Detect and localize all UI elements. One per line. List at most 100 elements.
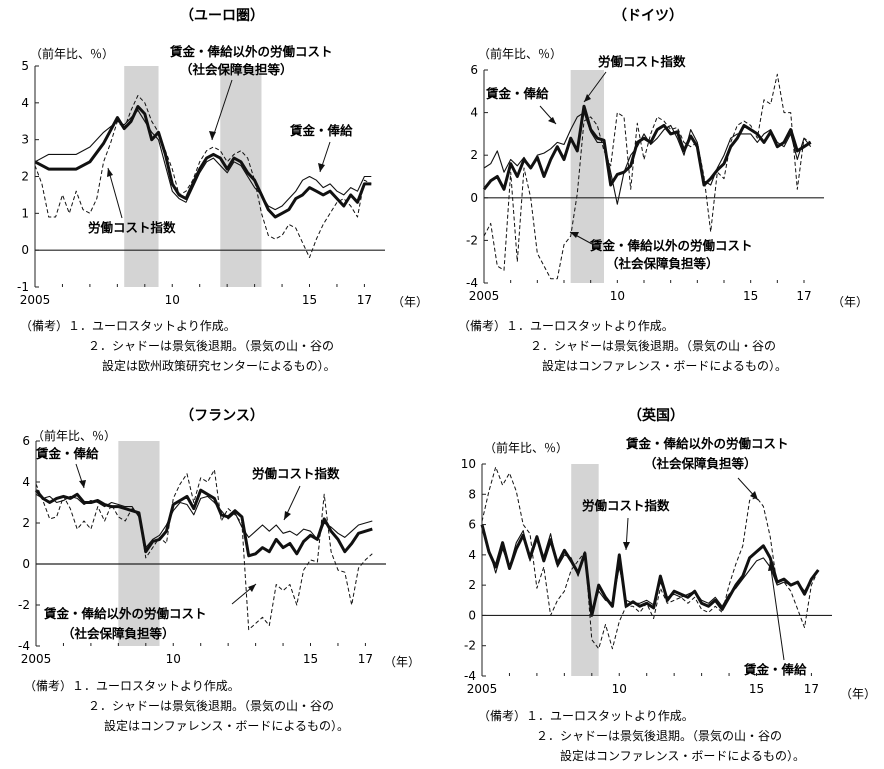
chart-title: （ドイツ） xyxy=(613,8,683,24)
y-tick-label: 10 xyxy=(461,457,476,471)
series-line-other-costs xyxy=(483,73,811,280)
annotation-other-costs-sub: （社会保障負担等） xyxy=(644,456,757,471)
annotation-other-costs-sub: （社会保障負担等） xyxy=(180,62,293,77)
series-line-wages xyxy=(483,112,812,205)
note-line-1: （備考）１．ユーロスタットより作成。 xyxy=(20,318,236,333)
y-tick-label: 5 xyxy=(21,59,29,73)
y-axis-unit-label: （前年比、％） xyxy=(484,440,568,455)
arrowhead-icon xyxy=(584,94,591,102)
arrowhead-icon xyxy=(318,163,325,172)
y-tick-label: 0 xyxy=(22,557,30,571)
y-tick-label: 6 xyxy=(468,518,476,532)
y-tick-label: 2 xyxy=(470,148,478,162)
annotation-wages: 賃金・俸給 xyxy=(485,86,549,101)
y-tick-label: 8 xyxy=(468,487,476,501)
chart-title: （ユーロ圏） xyxy=(180,8,264,24)
y-tick-label: 1 xyxy=(21,206,29,220)
arrowhead-icon xyxy=(570,232,579,238)
y-tick-label: 3 xyxy=(21,133,29,147)
y-tick-label: 6 xyxy=(470,63,478,77)
y-tick-label: 2 xyxy=(21,170,29,184)
x-tick-label: 17 xyxy=(796,289,811,303)
annotation-wages: 賃金・俸給 xyxy=(35,446,99,461)
series-line-wages xyxy=(481,524,819,613)
x-tick-label: 2005 xyxy=(467,682,498,696)
series-line-labour-cost-index xyxy=(480,524,820,617)
y-tick-label: 6 xyxy=(22,434,30,448)
x-axis-unit-label: （年） xyxy=(832,295,868,309)
y-tick-label: -2 xyxy=(18,598,30,612)
y-tick-label: -4 xyxy=(466,276,478,290)
x-tick-label: 10 xyxy=(610,289,625,303)
y-tick-label: -4 xyxy=(464,669,476,683)
note-line-1: （備考）１．ユーロスタットより作成。 xyxy=(458,318,674,333)
series-line-labour-cost-index xyxy=(482,104,812,191)
note-line-1: （備考）１．ユーロスタットより作成。 xyxy=(24,678,240,693)
y-tick-label: 0 xyxy=(468,608,476,622)
annotation-wages: 賃金・俸給 xyxy=(289,123,353,138)
arrowhead-icon xyxy=(284,511,291,520)
x-tick-label: 2005 xyxy=(20,293,51,307)
note-line-2: ２．シャドーは景気後退期。（景気の山・谷の xyxy=(88,338,334,353)
y-tick-label: 2 xyxy=(22,516,30,530)
annotation-other-costs-sub: （社会保障負担等） xyxy=(606,256,719,271)
y-tick-label: -4 xyxy=(18,639,30,653)
arrowhead-icon xyxy=(750,491,758,500)
annotation-arrow-wages xyxy=(769,561,785,661)
note-line-2: ２．シャドーは景気後退期。（景気の山・谷の xyxy=(536,728,782,743)
x-axis-unit-label: （年） xyxy=(384,655,420,669)
annotation-other-costs: 賃金・俸給以外の労働コスト xyxy=(43,606,207,621)
arrowhead-icon xyxy=(107,168,113,177)
y-axis-unit-label: （前年比、％） xyxy=(478,46,562,61)
x-tick-label: 10 xyxy=(165,293,180,307)
x-tick-label: 15 xyxy=(303,652,318,666)
arrowhead-icon xyxy=(209,131,216,140)
y-tick-label: -2 xyxy=(464,639,476,653)
series-line-other-costs xyxy=(481,466,819,650)
annotation-wages: 賃金・俸給 xyxy=(743,662,807,677)
x-tick-label: 15 xyxy=(743,289,758,303)
annotation-arrow-labour-cost-index xyxy=(107,167,123,219)
annotation-labour-cost-index: 労働コスト指数 xyxy=(252,466,340,481)
series-line-labour-cost-index xyxy=(34,488,373,558)
arrowhead-icon xyxy=(548,117,556,124)
note-line-3: 設定はコンファレンス・ボードによるもの）。 xyxy=(542,358,787,373)
x-tick-label: 17 xyxy=(804,682,819,696)
note-line-1: （備考）１．ユーロスタットより作成。 xyxy=(478,708,694,723)
y-tick-label: -2 xyxy=(466,233,478,247)
arrowhead-icon xyxy=(79,480,86,488)
x-tick-label: 2005 xyxy=(469,289,500,303)
arrowhead-icon xyxy=(248,584,256,592)
chart-title: （英国） xyxy=(628,407,684,424)
annotation-labour-cost-index: 労働コスト指数 xyxy=(582,498,670,513)
recession-shade xyxy=(220,66,262,287)
annotation-labour-cost-index: 労働コスト指数 xyxy=(598,54,686,69)
x-tick-label: 2005 xyxy=(21,652,52,666)
recession-shade xyxy=(570,70,604,283)
note-line-2: ２．シャドーは景気後退期。（景気の山・谷の xyxy=(88,698,334,713)
annotation-labour-cost-index: 労働コスト指数 xyxy=(88,220,176,235)
y-tick-label: 0 xyxy=(470,191,478,205)
y-tick-label: 0 xyxy=(21,243,29,257)
y-tick-label: 4 xyxy=(21,96,29,110)
x-tick-label: 15 xyxy=(749,682,764,696)
x-tick-label: 10 xyxy=(612,682,627,696)
x-tick-label: 15 xyxy=(302,293,317,307)
y-tick-label: 4 xyxy=(470,106,478,120)
series-line-other-costs xyxy=(35,469,373,631)
y-tick-label: -1 xyxy=(17,280,29,294)
annotation-arrow-other-costs xyxy=(211,79,233,141)
series-line-other-costs xyxy=(34,95,372,258)
y-tick-label: 2 xyxy=(468,578,476,592)
y-tick-label: 4 xyxy=(22,475,30,489)
x-tick-label: 17 xyxy=(357,293,372,307)
arrowhead-icon xyxy=(623,542,630,550)
x-tick-label: 17 xyxy=(358,652,373,666)
x-axis-unit-label: （年） xyxy=(840,687,876,701)
x-axis-unit-label: （年） xyxy=(392,295,428,309)
note-line-3: 設定はコンファレンス・ボードによるもの）。 xyxy=(560,748,805,763)
